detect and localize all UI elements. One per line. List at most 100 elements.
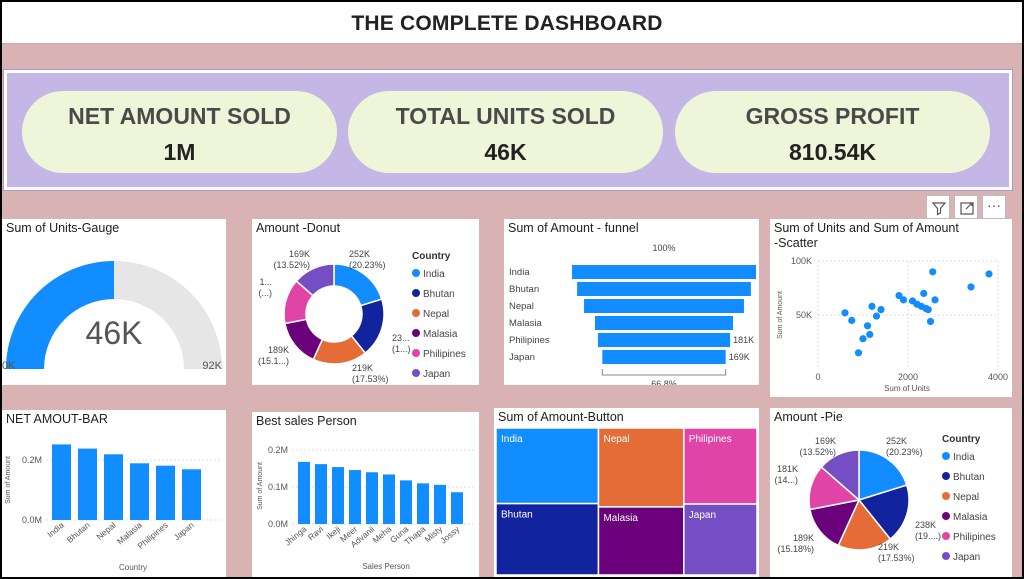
funnel-panel[interactable]: Sum of Amount - funnel 100% India Bhutan Ne… xyxy=(504,219,759,385)
more-options-icon: ··· xyxy=(987,197,1001,213)
y-tick-label: 100K xyxy=(791,256,812,266)
kpi-card-gross-profit[interactable]: GROSS PROFIT 810.54K xyxy=(675,91,990,173)
scatter-point xyxy=(859,335,867,343)
filter-button[interactable] xyxy=(926,195,950,219)
legend-item-japan: Japan xyxy=(423,369,450,380)
funnel-value-label: 169K xyxy=(729,352,750,362)
visual-toolbar: ··· xyxy=(926,195,1012,221)
more-options-button[interactable]: ··· xyxy=(982,195,1006,219)
scatter-point xyxy=(985,270,993,278)
scatter-point xyxy=(895,291,903,300)
data-label-philipines: 1... (...) xyxy=(259,277,273,298)
funnel-bar-bhutan xyxy=(577,282,751,296)
legend-marker-malasia xyxy=(942,512,950,520)
legend-marker-nepal xyxy=(412,309,420,317)
kpi-label: TOTAL UNITS SOLD xyxy=(395,103,616,129)
panel-title: Sum of Amount - funnel xyxy=(508,221,639,235)
legend-marker-japan xyxy=(942,552,950,560)
x-tick-label: 2000 xyxy=(898,372,918,382)
legend-item-malasia: Malasia xyxy=(423,329,458,340)
legend-marker-india xyxy=(942,452,950,460)
pie-chart: 252K (20.23%) 238K (19....)219K (17.53%) 189K… xyxy=(774,434,996,563)
x-axis-label: Sum of Units xyxy=(884,384,930,393)
y-tick-label: 0.1M xyxy=(268,482,288,492)
scatter-point xyxy=(854,349,863,357)
funnel-category-label: Bhutan xyxy=(509,284,539,295)
page-title: THE COMPLETE DASHBOARD xyxy=(351,12,663,35)
bar-advanii xyxy=(366,472,378,524)
data-label-india: 252K (20.23%) xyxy=(886,436,923,457)
x-axis-label: Country xyxy=(119,563,147,572)
treemap-label: Nepal xyxy=(603,434,629,445)
kpi-band: NET AMOUNT SOLD 1M TOTAL UNITS SOLD 46K … xyxy=(3,69,1013,191)
funnel-bar-nepal xyxy=(584,299,744,313)
y-tick-label: 0.2M xyxy=(268,445,288,455)
gauge-min-label: 0K xyxy=(2,360,16,372)
kpi-label: NET AMOUNT SOLD xyxy=(68,103,291,129)
x-tick-label: Ravi xyxy=(306,524,326,543)
slice-india xyxy=(333,263,383,307)
focus-mode-button[interactable] xyxy=(954,195,978,219)
filter-icon xyxy=(931,202,947,216)
scatter-point xyxy=(863,322,872,330)
data-label-malasia: 189K (15.18%) xyxy=(777,533,814,554)
panel-title: NET AMOUT-BAR xyxy=(6,412,108,426)
y-axis-label: Sum of Amount xyxy=(257,462,264,510)
kpi-card-net-amount[interactable]: NET AMOUNT SOLD 1M xyxy=(22,91,337,173)
bar-nepal xyxy=(104,454,123,520)
treemap-tile-malasia xyxy=(597,506,685,576)
bar-india xyxy=(52,444,71,520)
bar-bhutan xyxy=(78,448,97,520)
panel-title: Amount -Pie xyxy=(774,410,843,424)
donut-chart: 252K (20.23%) 23... (1...)219K (17.53%) 189K(… xyxy=(258,249,466,384)
gauge-panel[interactable]: Sum of Units-Gauge 46K 0K 92K xyxy=(2,219,226,385)
legend-item-india: India xyxy=(953,452,975,463)
data-label-philipines: 181K (14...) xyxy=(774,464,798,485)
panel-title: Sum of Amount-Button xyxy=(498,410,624,424)
treemap-panel[interactable]: Sum of Amount-Button India Bhutan Nepal Mal… xyxy=(494,408,759,577)
x-axis-label: Sales Person xyxy=(362,562,410,571)
data-label-japan: 169K (13.52%) xyxy=(799,436,836,457)
legend-marker-bhutan xyxy=(412,289,420,297)
y-axis-label: Sum of Amount xyxy=(777,291,784,339)
bar-philipines xyxy=(156,465,175,520)
kpi-value: 1M xyxy=(163,139,196,165)
data-label-malasia: 189K (15.1...) xyxy=(258,345,289,366)
scatter-point xyxy=(931,296,939,304)
best-sales-person-panel[interactable]: Best sales Person 0.0M 0.1M 0.2M Jhinga Ravi… xyxy=(252,412,479,577)
treemap-tile-bhutan xyxy=(495,502,600,576)
data-label-bhutan: 238K (19....) xyxy=(915,520,941,541)
treemap-tile-nepal xyxy=(597,427,685,508)
pie-panel[interactable]: Amount -Pie 252K (20.23%) 238K (19....) 219K… xyxy=(770,408,1012,577)
data-label-nepal: 219K (17.53%) xyxy=(352,363,389,384)
treemap-label: India xyxy=(501,434,523,445)
funnel-bottom-label: 66.8% xyxy=(651,379,677,385)
scatter-point xyxy=(926,317,935,326)
funnel-bar-malasia xyxy=(595,316,733,330)
gauge-max-label: 92K xyxy=(202,360,222,372)
treemap-label: Bhutan xyxy=(501,510,533,521)
x-tick-label: Bhutan xyxy=(65,520,92,545)
slice-japan xyxy=(295,263,335,297)
slice-nepal xyxy=(837,498,892,551)
scatter-point xyxy=(924,306,932,314)
bar-misty xyxy=(434,484,446,524)
scatter-point xyxy=(841,309,849,317)
donut-panel[interactable]: Amount -Donut 252K (20.23%) 23... (1...) 219… xyxy=(252,219,479,385)
x-tick-label: 4000 xyxy=(988,372,1008,382)
legend-item-philipines: Philipines xyxy=(953,532,996,543)
kpi-label: GROSS PROFIT xyxy=(745,103,920,129)
legend-marker-malasia xyxy=(412,329,420,337)
treemap-label: Japan xyxy=(689,510,716,521)
legend-title: Country xyxy=(412,251,451,262)
net-amount-bar-panel[interactable]: NET AMOUT-BAR 0.0M 0.2M India Bhutan Nepal Ma… xyxy=(2,410,226,577)
x-tick-label: India xyxy=(45,520,66,540)
slice-india xyxy=(858,449,908,502)
kpi-card-total-units[interactable]: TOTAL UNITS SOLD 46K xyxy=(348,91,663,173)
kpi-value: 46K xyxy=(484,139,527,165)
panel-title: Best sales Person xyxy=(256,414,357,428)
legend-marker-philipines xyxy=(412,349,420,357)
legend-marker-japan xyxy=(412,369,420,377)
legend-item-nepal: Nepal xyxy=(953,492,979,503)
scatter-panel[interactable]: Sum of Units and Sum of Amount -Scatter … xyxy=(770,219,1012,397)
